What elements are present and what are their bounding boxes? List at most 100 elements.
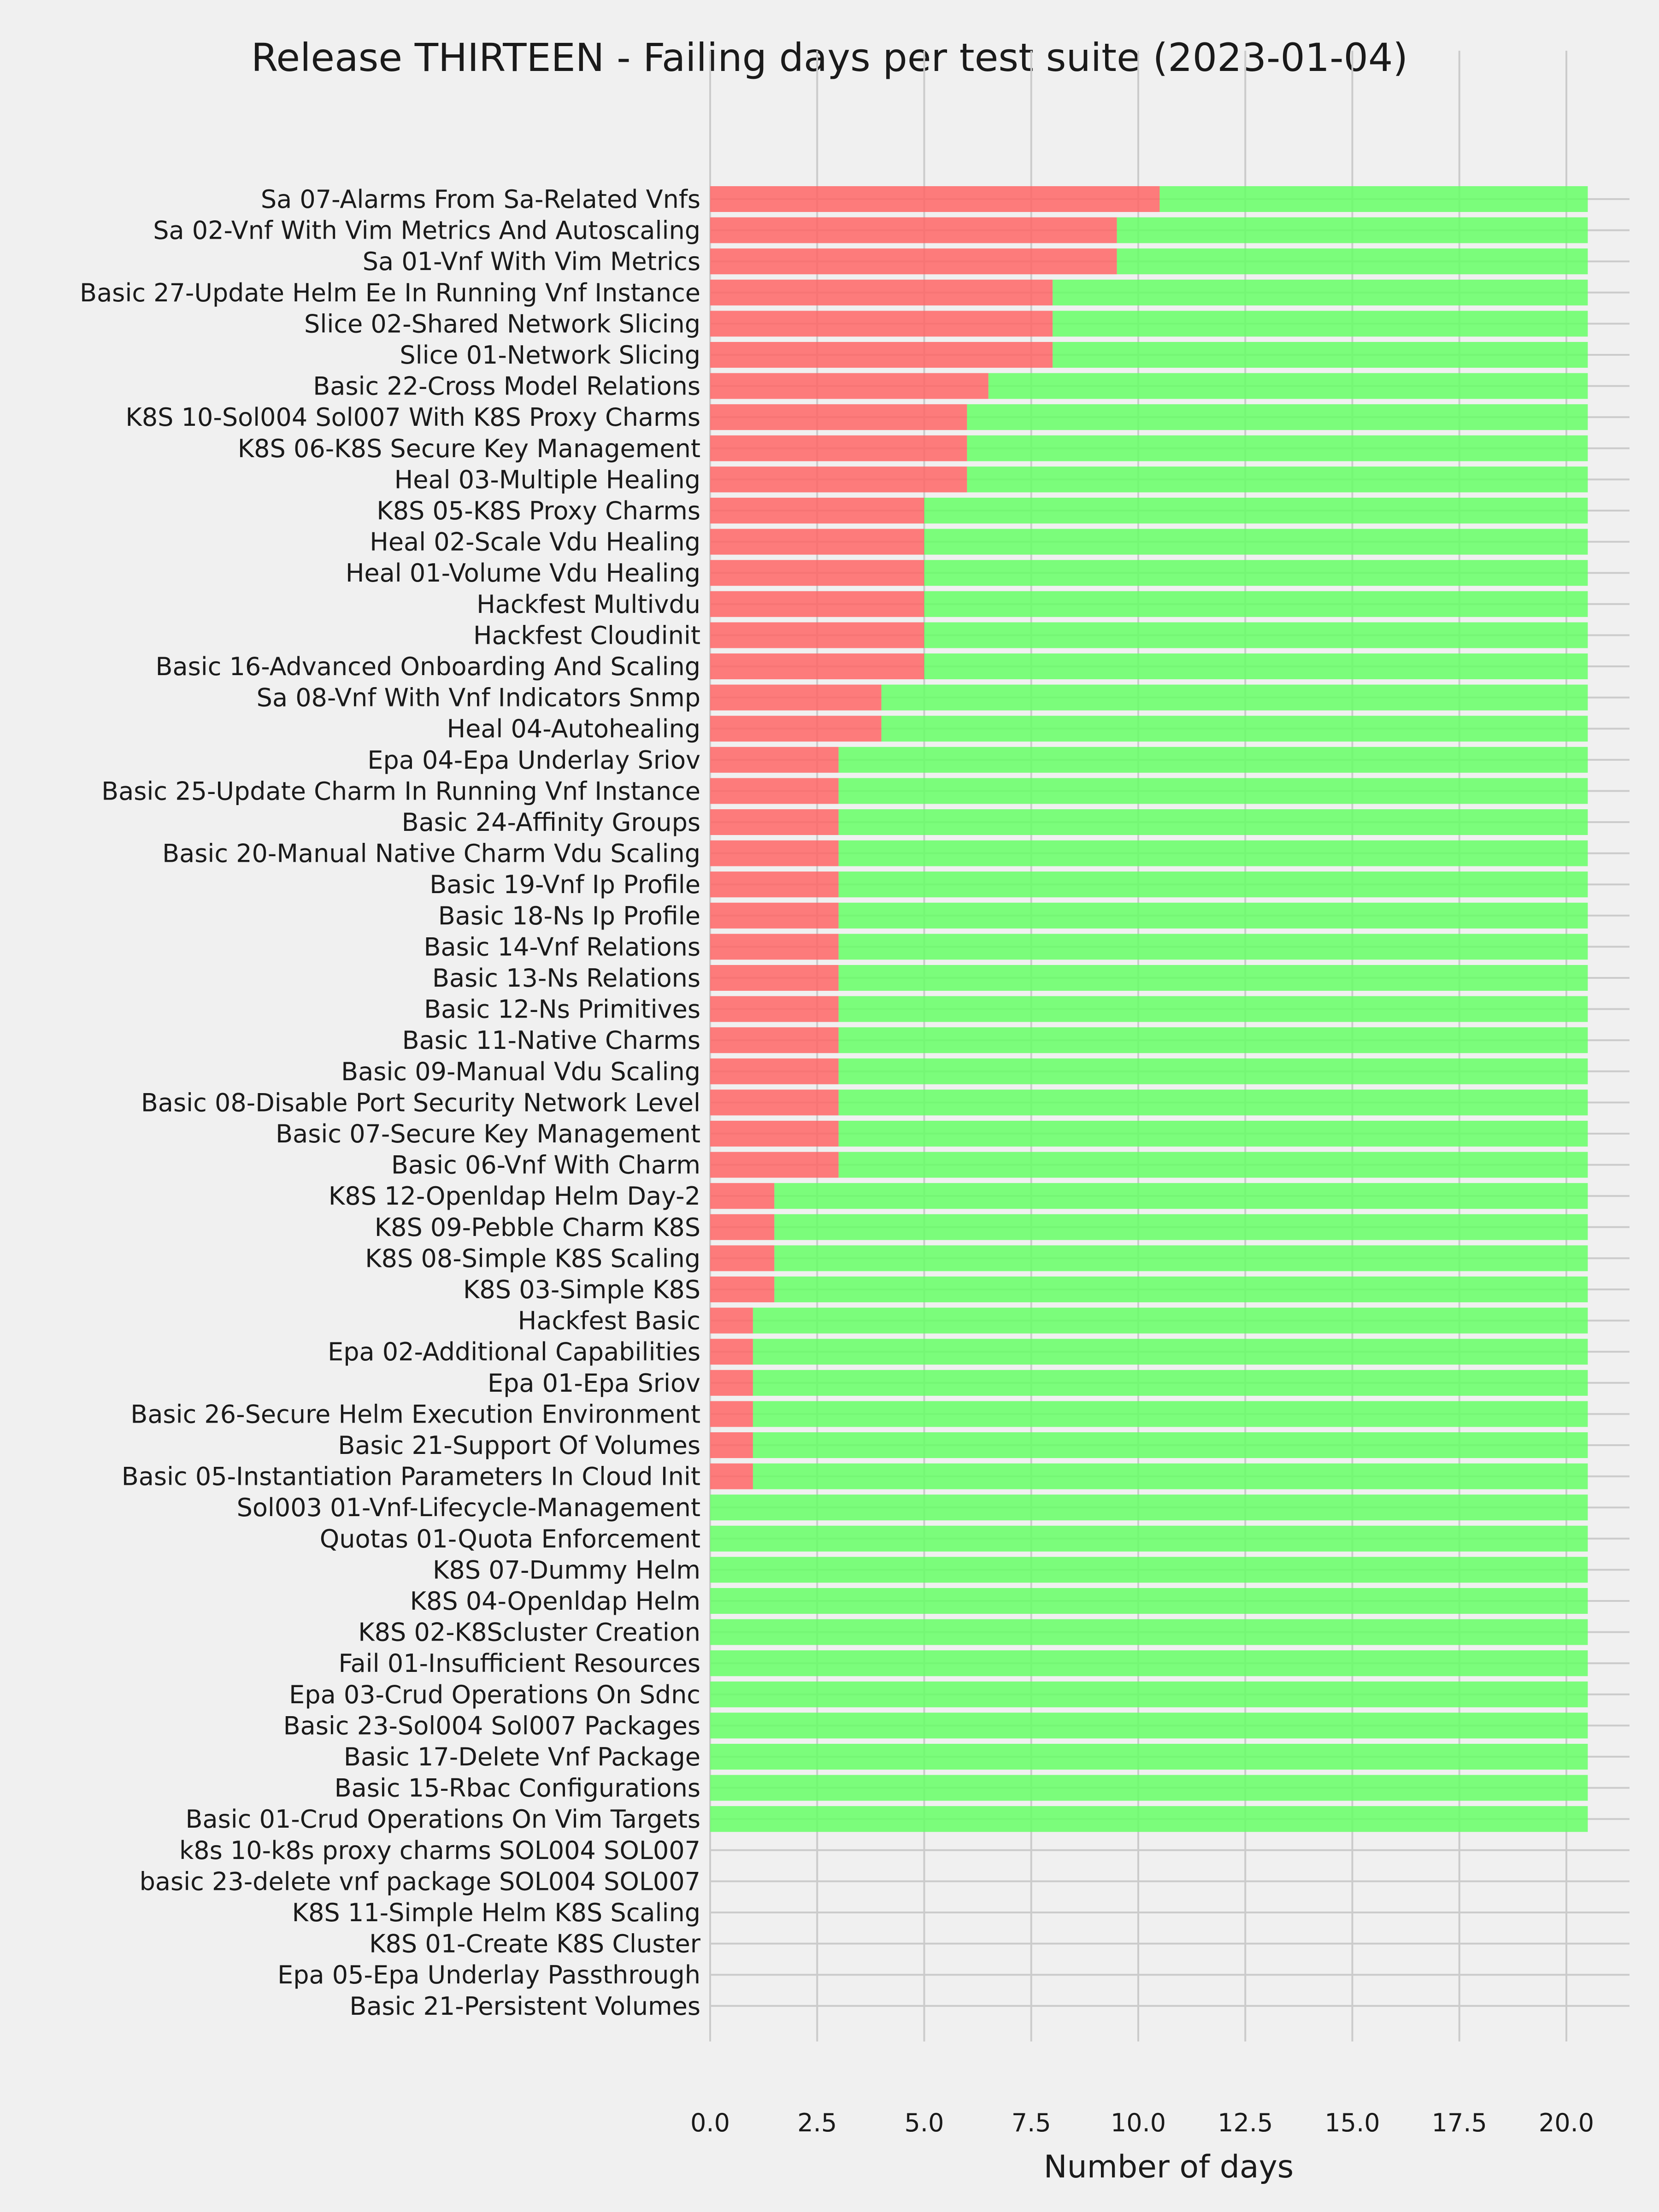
category-label: basic 23-delete vnf package SOL004 SOL00… <box>140 1867 700 1896</box>
bar-failing <box>710 1214 775 1240</box>
bar-passing <box>1053 311 1588 337</box>
category-label: k8s 10-k8s proxy charms SOL004 SOL007 <box>179 1836 700 1865</box>
bar-passing <box>838 996 1588 1022</box>
category-label: Basic 06-Vnf With Charm <box>391 1151 700 1180</box>
bar-passing <box>710 1619 1588 1645</box>
category-label: K8S 02-K8Scluster Creation <box>358 1618 700 1647</box>
bar-failing <box>710 778 839 804</box>
category-label: Basic 05-Instantiation Parameters In Clo… <box>122 1462 700 1491</box>
bar-failing <box>710 1245 775 1271</box>
bar-failing <box>710 996 839 1022</box>
bar-passing <box>924 560 1588 586</box>
bar-failing <box>710 279 1053 306</box>
bar-failing <box>710 622 924 648</box>
bar-passing <box>1159 186 1588 212</box>
category-label: K8S 03-Simple K8S <box>463 1275 700 1304</box>
category-label: Hackfest Cloudinit <box>473 621 700 650</box>
bar-failing <box>710 1339 753 1365</box>
bar-passing <box>774 1214 1588 1240</box>
bar-failing <box>710 186 1160 212</box>
category-label: Basic 20-Manual Native Charm Vdu Scaling <box>162 839 700 868</box>
bar-passing <box>967 466 1588 493</box>
bar-passing <box>838 1121 1588 1147</box>
bar-passing <box>753 1370 1588 1396</box>
bar-passing <box>753 1463 1588 1489</box>
bar-passing <box>881 716 1588 742</box>
bar-failing <box>710 934 839 960</box>
bar-passing <box>710 1557 1588 1583</box>
category-label: Basic 19-Vnf Ip Profile <box>429 870 700 899</box>
bar-passing <box>710 1525 1588 1552</box>
category-label: Basic 07-Secure Key Management <box>276 1119 700 1148</box>
bar-passing <box>1053 342 1588 368</box>
bar-passing <box>838 1027 1588 1053</box>
category-label: Slice 01-Network Slicing <box>400 341 700 370</box>
category-label: K8S 10-Sol004 Sol007 With K8S Proxy Char… <box>125 403 700 432</box>
category-label: K8S 05-K8S Proxy Charms <box>377 496 700 525</box>
category-label: Sol003 01-Vnf-Lifecycle-Management <box>237 1493 700 1522</box>
category-label: Epa 05-Epa Underlay Passthrough <box>277 1960 700 1989</box>
x-tick-label: 5.0 <box>905 2108 944 2137</box>
category-label: Basic 01-Crud Operations On Vim Targets <box>185 1805 700 1834</box>
bar-failing <box>710 871 839 898</box>
bar-passing <box>838 965 1588 991</box>
bar-failing <box>710 684 882 711</box>
bar-passing <box>774 1183 1588 1209</box>
bar-failing <box>710 435 967 461</box>
category-label: Epa 04-Epa Underlay Sriov <box>367 746 700 775</box>
bar-failing <box>710 591 924 617</box>
bar-passing <box>924 498 1588 524</box>
x-tick-label: 20.0 <box>1539 2108 1594 2137</box>
category-label: Basic 11-Native Charms <box>402 1026 700 1055</box>
bar-failing <box>710 1089 839 1116</box>
category-label: Quotas 01-Quota Enforcement <box>320 1524 700 1553</box>
category-label: Basic 21-Persistent Volumes <box>349 1992 700 2021</box>
bar-failing <box>710 747 839 773</box>
category-label: Sa 02-Vnf With Vim Metrics And Autoscali… <box>153 216 700 245</box>
bar-passing <box>924 591 1588 617</box>
bar-failing <box>710 1152 839 1178</box>
bar-passing <box>774 1277 1588 1302</box>
bar-passing <box>838 747 1588 773</box>
category-label: Basic 25-Update Charm In Running Vnf Ins… <box>101 777 700 806</box>
bar-failing <box>710 716 882 742</box>
bar-passing <box>710 1681 1588 1707</box>
x-tick-label: 2.5 <box>797 2108 837 2137</box>
category-label: Epa 03-Crud Operations On Sdnc <box>289 1680 700 1709</box>
bar-passing <box>838 934 1588 960</box>
bar-passing <box>838 840 1588 866</box>
category-label: Basic 18-Ns Ip Profile <box>438 901 700 930</box>
bar-failing <box>710 1027 839 1053</box>
category-label: Basic 26-Secure Helm Execution Environme… <box>130 1400 700 1429</box>
bar-failing <box>710 840 839 866</box>
bar-passing <box>838 1089 1588 1116</box>
category-label: Heal 02-Scale Vdu Healing <box>370 528 700 557</box>
bar-failing <box>710 1432 753 1458</box>
bar-passing <box>838 1152 1588 1178</box>
category-label: K8S 12-Openldap Helm Day-2 <box>329 1182 700 1211</box>
category-label: Sa 01-Vnf With Vim Metrics <box>363 247 700 276</box>
bar-passing <box>838 809 1588 835</box>
category-label: K8S 08-Simple K8S Scaling <box>365 1244 700 1273</box>
category-label: K8S 11-Simple Helm K8S Scaling <box>292 1898 700 1927</box>
x-tick-label: 15.0 <box>1324 2108 1380 2137</box>
bar-failing <box>710 965 839 991</box>
bar-passing <box>753 1339 1588 1365</box>
category-label: Basic 27-Update Helm Ee In Running Vnf I… <box>80 278 700 307</box>
bar-passing <box>1117 248 1588 275</box>
bar-failing <box>710 217 1117 243</box>
category-label: K8S 09-Pebble Charm K8S <box>375 1213 700 1242</box>
bar-failing <box>710 404 967 430</box>
bar-failing <box>710 1307 753 1334</box>
bars <box>710 186 1588 1832</box>
bar-failing <box>710 342 1053 368</box>
category-label: Basic 17-Delete Vnf Package <box>344 1742 700 1771</box>
bar-passing <box>924 622 1588 648</box>
bar-passing <box>753 1401 1588 1427</box>
bar-failing <box>710 1401 753 1427</box>
category-label: Basic 08-Disable Port Security Network L… <box>141 1088 700 1117</box>
category-label: Basic 14-Vnf Relations <box>424 932 701 961</box>
bar-passing <box>967 404 1588 430</box>
bar-failing <box>710 248 1117 275</box>
